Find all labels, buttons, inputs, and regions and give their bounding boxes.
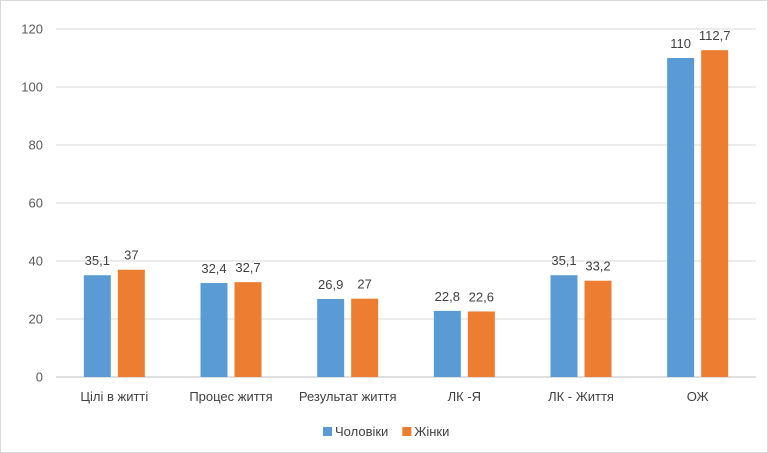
data-label: 35,1 (551, 253, 576, 268)
data-labels: 35,1 37 32,4 32,7 26,9 27 22,8 22,6 35,1 33,2 110 1… (85, 28, 731, 304)
bars (83, 50, 729, 378)
y-tick-label: 100 (21, 80, 43, 95)
y-tick-label: 40 (29, 254, 43, 269)
bar (200, 283, 228, 377)
data-label: 110 (670, 36, 691, 51)
bar (317, 298, 345, 377)
category-label: ЛК - Життя (548, 389, 614, 404)
y-tick-label: 60 (29, 196, 43, 211)
legend: Чоловіки Жінки (323, 424, 449, 439)
bar (83, 275, 111, 377)
legend-label: Жінки (414, 424, 449, 439)
y-tick-label: 120 (21, 22, 43, 37)
data-label: 22,6 (469, 289, 494, 304)
category-labels: Цілі в житті Процес життя Результат життя Л… (80, 389, 708, 404)
y-tick-label: 80 (29, 138, 43, 153)
data-label: 35,1 (85, 253, 110, 268)
bar (550, 275, 578, 377)
bar (117, 269, 145, 377)
data-label: 33,2 (585, 259, 610, 274)
y-tick-label: 20 (29, 312, 43, 327)
y-axis-ticks: 0 20 40 60 80 100 120 (21, 22, 43, 385)
bar (584, 280, 612, 377)
category-label: ОЖ (687, 389, 709, 404)
data-label: 37 (124, 248, 138, 263)
bar (467, 311, 495, 377)
bar (667, 58, 695, 377)
data-label: 32,4 (201, 261, 226, 276)
category-label: ЛК -Я (448, 389, 481, 404)
bar (234, 282, 262, 377)
y-tick-label: 0 (36, 370, 43, 385)
bar (701, 50, 729, 378)
category-label: Цілі в житті (80, 389, 148, 404)
bar (433, 310, 461, 377)
data-label: 112,7 (699, 28, 731, 43)
legend-swatch (323, 427, 332, 436)
bar (351, 298, 379, 377)
gridlines (56, 28, 756, 378)
data-label: 32,7 (235, 260, 260, 275)
category-label: Результат життя (299, 389, 397, 404)
legend-swatch (402, 427, 412, 436)
category-label: Процес життя (189, 389, 272, 404)
data-label: 26,9 (318, 277, 343, 292)
data-label: 27 (357, 277, 371, 292)
data-label: 22,8 (435, 289, 460, 304)
legend-label: Чоловіки (335, 424, 388, 439)
